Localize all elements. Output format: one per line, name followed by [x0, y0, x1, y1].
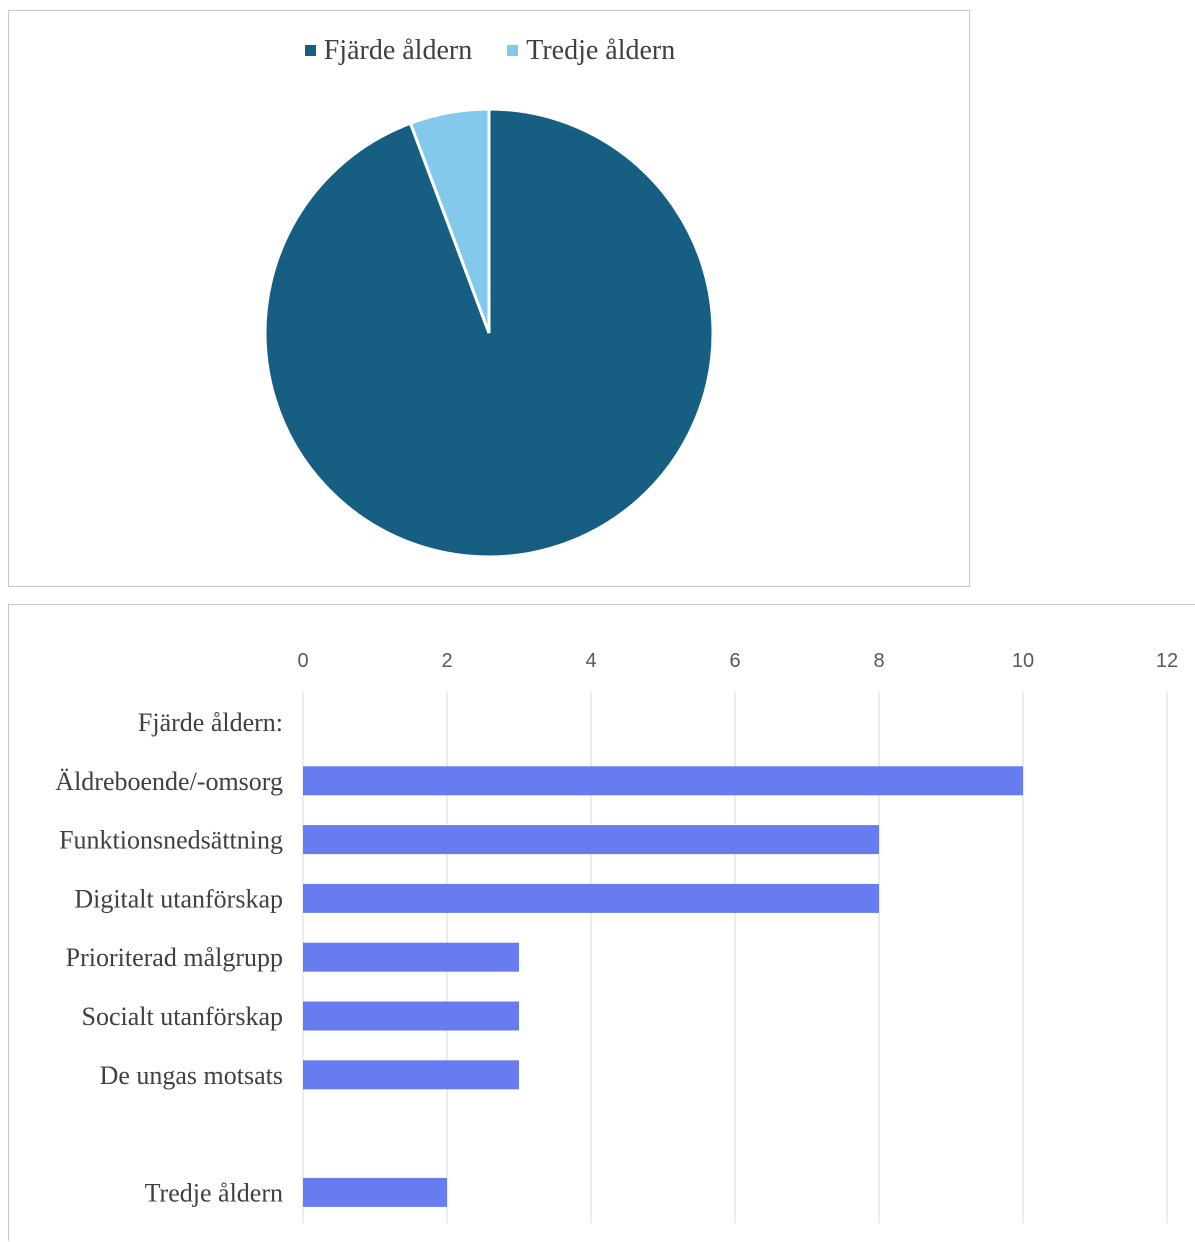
bar-2: [303, 825, 879, 855]
category-label-6: De ungas motsats: [100, 1061, 283, 1090]
bar-8: [303, 1177, 447, 1207]
pie-legend: Fjärde åldern Tredje åldern: [9, 33, 971, 67]
tick-label-0: 0: [297, 650, 308, 672]
legend-item-fjarde: Fjärde åldern: [304, 34, 473, 67]
category-label-8: Tredje åldern: [145, 1178, 283, 1207]
bar-3: [303, 883, 879, 913]
category-label-3: Digitalt utanförskap: [74, 884, 283, 913]
legend-swatch-fjarde: [304, 44, 316, 56]
pie-chart: [263, 107, 715, 559]
legend-label-fjarde: Fjärde åldern: [323, 34, 473, 66]
tick-label-12: 12: [1156, 650, 1178, 672]
bar-chart: 0 2 4 6 8 10 12 Fjärde åldern: Äldreboende/-omso…: [55, 650, 1178, 1223]
category-label-2: Funktionsnedsättning: [59, 826, 283, 855]
pie-slice-tredje: [408, 107, 491, 334]
category-label-5: Socialt utanförskap: [82, 1002, 283, 1031]
tick-label-10: 10: [1012, 650, 1034, 672]
bar-5: [303, 1001, 519, 1031]
bar-1: [303, 766, 1023, 796]
legend-swatch-tredje: [507, 44, 519, 56]
tick-label-2: 2: [441, 650, 452, 672]
legend-label-tredje: Tredje åldern: [526, 34, 676, 66]
category-label-4: Prioriterad målgrupp: [66, 943, 283, 972]
pie-chart-panel: Fjärde åldern Tredje åldern: [8, 10, 970, 587]
category-label-0: Fjärde åldern:: [138, 708, 283, 737]
legend-item-tredje: Tredje åldern: [507, 35, 675, 67]
bar-6: [303, 1060, 519, 1090]
tick-label-4: 4: [585, 650, 596, 672]
tick-label-6: 6: [729, 650, 740, 672]
tick-label-8: 8: [873, 650, 884, 672]
bar-chart-panel: 0 2 4 6 8 10 12 Fjärde åldern: Äldreboende/-omso…: [8, 604, 1195, 1241]
bar-4: [303, 942, 519, 972]
category-label-1: Äldreboende/-omsorg: [55, 767, 283, 796]
